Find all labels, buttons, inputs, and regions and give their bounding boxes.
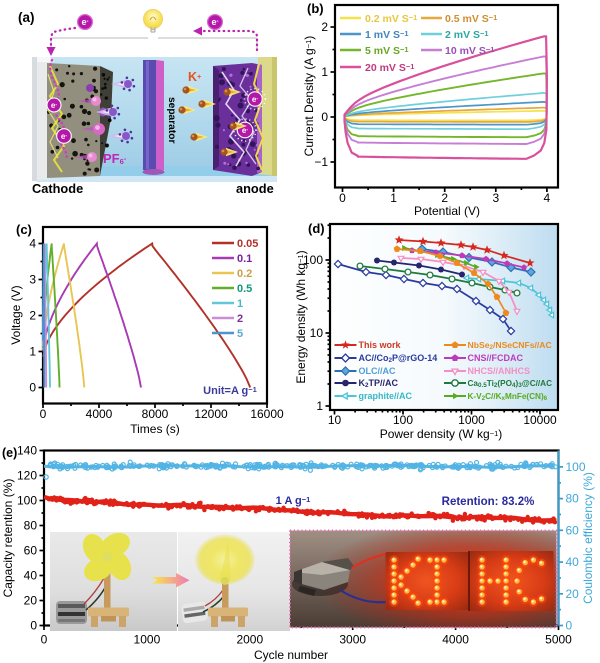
svg-text:0: 0 — [339, 191, 346, 205]
svg-text:Retention: 83.2%: Retention: 83.2% — [442, 496, 535, 508]
svg-text:1: 1 — [321, 65, 328, 79]
svg-text:2: 2 — [321, 20, 328, 34]
svg-text:e-: e- — [242, 126, 248, 135]
svg-text:Capacity retention (%): Capacity retention (%) — [1, 479, 15, 598]
svg-text:Cycle number: Cycle number — [254, 648, 328, 662]
svg-text:OLC//AC: OLC//AC — [359, 366, 396, 376]
svg-text:60: 60 — [566, 523, 580, 537]
svg-text:separator: separator — [166, 97, 177, 143]
svg-text:K+: K+ — [188, 70, 202, 84]
svg-text:20: 20 — [24, 594, 38, 608]
svg-text:0.5: 0.5 — [237, 283, 252, 295]
svg-text:0.2: 0.2 — [237, 268, 252, 280]
svg-text:1000: 1000 — [458, 413, 485, 427]
svg-text:1: 1 — [390, 191, 397, 205]
svg-text:0.05: 0.05 — [237, 238, 258, 250]
svg-text:40: 40 — [24, 569, 38, 583]
svg-text:5: 5 — [237, 328, 243, 340]
svg-text:AC//Co2P@rGO-14: AC//Co2P@rGO-14 — [359, 353, 438, 364]
svg-text:Cathode: Cathode — [32, 181, 83, 196]
svg-text:0: 0 — [321, 110, 328, 124]
svg-text:K-V2C//KxMnFe(CN)6: K-V2C//KxMnFe(CN)6 — [468, 392, 548, 402]
svg-text:(b): (b) — [307, 1, 324, 16]
svg-text:0.2 mV S−1: 0.2 mV S−1 — [365, 12, 417, 24]
svg-text:10: 10 — [310, 326, 324, 340]
svg-text:5 mV S−1: 5 mV S−1 — [365, 44, 409, 56]
svg-text:80: 80 — [566, 492, 580, 506]
svg-text:Current Density (A g−1): Current Density (A g−1) — [302, 36, 316, 157]
svg-text:1: 1 — [316, 399, 323, 413]
svg-text:K2TP//AC: K2TP//AC — [359, 378, 399, 389]
svg-text:Coulombic efficiency (%): Coulombic efficiency (%) — [581, 472, 595, 604]
svg-text:2: 2 — [441, 191, 448, 205]
svg-text:(c): (c) — [16, 222, 32, 237]
svg-text:e-: e- — [211, 17, 218, 27]
svg-text:4000: 4000 — [86, 407, 113, 421]
svg-text:10 mV S−1: 10 mV S−1 — [445, 44, 494, 56]
svg-text:Unit=A g−1: Unit=A g−1 — [203, 385, 257, 397]
svg-text:0: 0 — [30, 619, 37, 633]
svg-text:3000: 3000 — [339, 633, 366, 647]
svg-text:e-: e- — [51, 101, 57, 110]
svg-text:40: 40 — [566, 555, 580, 569]
svg-text:60: 60 — [24, 544, 38, 558]
svg-text:20 mV S−1: 20 mV S−1 — [365, 61, 414, 73]
svg-text:4: 4 — [544, 191, 551, 205]
svg-text:12000: 12000 — [194, 407, 228, 421]
svg-text:1: 1 — [29, 345, 36, 359]
svg-text:−1: −1 — [314, 155, 328, 169]
svg-text:140: 140 — [17, 444, 37, 458]
svg-text:1000: 1000 — [134, 633, 161, 647]
svg-text:2000: 2000 — [236, 633, 263, 647]
svg-text:Power density (W kg−1): Power density (W kg−1) — [380, 427, 503, 441]
svg-text:e-: e- — [81, 17, 88, 27]
svg-text:2: 2 — [237, 313, 243, 325]
svg-text:100: 100 — [17, 494, 37, 508]
svg-text:0: 0 — [566, 619, 573, 633]
svg-text:120: 120 — [17, 469, 37, 483]
svg-text:20: 20 — [566, 587, 580, 601]
svg-text:1 A g−1: 1 A g−1 — [276, 495, 311, 507]
svg-text:1: 1 — [237, 298, 243, 310]
svg-text:0.5 mV S−1: 0.5 mV S−1 — [445, 12, 497, 24]
svg-text:graphite//AC: graphite//AC — [359, 391, 413, 401]
svg-text:Ca0.5Ti2(PO4)3@C//AC: Ca0.5Ti2(PO4)3@C//AC — [468, 379, 553, 389]
svg-text:e-: e- — [61, 132, 67, 141]
svg-text:anode: anode — [236, 181, 274, 196]
svg-text:10: 10 — [328, 413, 342, 427]
svg-text:3: 3 — [492, 191, 499, 205]
svg-text:100: 100 — [566, 460, 586, 474]
svg-text:NHCS//ANHCS: NHCS//ANHCS — [468, 366, 531, 376]
svg-text:3: 3 — [29, 273, 36, 287]
svg-text:1 mV S−1: 1 mV S−1 — [365, 28, 409, 40]
svg-text:Energy density (Wh kg−1): Energy density (Wh kg−1) — [294, 250, 308, 383]
svg-text:NbSe2/NSeCNFs//AC: NbSe2/NSeCNFs//AC — [468, 340, 552, 351]
svg-text:This work: This work — [359, 340, 402, 350]
svg-text:0: 0 — [29, 381, 36, 395]
svg-text:2: 2 — [29, 309, 36, 323]
svg-text:Potential (V): Potential (V) — [414, 204, 480, 218]
svg-text:CNS//FCDAC: CNS//FCDAC — [468, 353, 524, 363]
svg-text:PF6-: PF6- — [103, 151, 127, 166]
svg-text:0: 0 — [41, 633, 48, 647]
svg-text:(d): (d) — [308, 221, 325, 236]
svg-text:Voltage (V): Voltage (V) — [9, 285, 23, 344]
svg-text:4: 4 — [29, 237, 36, 251]
svg-text:0: 0 — [40, 407, 47, 421]
svg-text:4000: 4000 — [442, 633, 469, 647]
svg-text:8000: 8000 — [142, 407, 169, 421]
svg-text:80: 80 — [24, 519, 38, 533]
svg-text:(a): (a) — [18, 10, 35, 25]
svg-text:16000: 16000 — [250, 407, 284, 421]
svg-text:100: 100 — [393, 413, 413, 427]
svg-text:10000: 10000 — [523, 413, 557, 427]
svg-text:2 mV S−1: 2 mV S−1 — [445, 28, 489, 40]
svg-text:Times (s): Times (s) — [130, 422, 180, 436]
svg-text:5000: 5000 — [545, 633, 572, 647]
svg-text:0.1: 0.1 — [237, 253, 252, 265]
svg-text:(e): (e) — [2, 446, 17, 460]
svg-text:100: 100 — [303, 253, 323, 267]
svg-text:e-: e- — [252, 95, 258, 104]
